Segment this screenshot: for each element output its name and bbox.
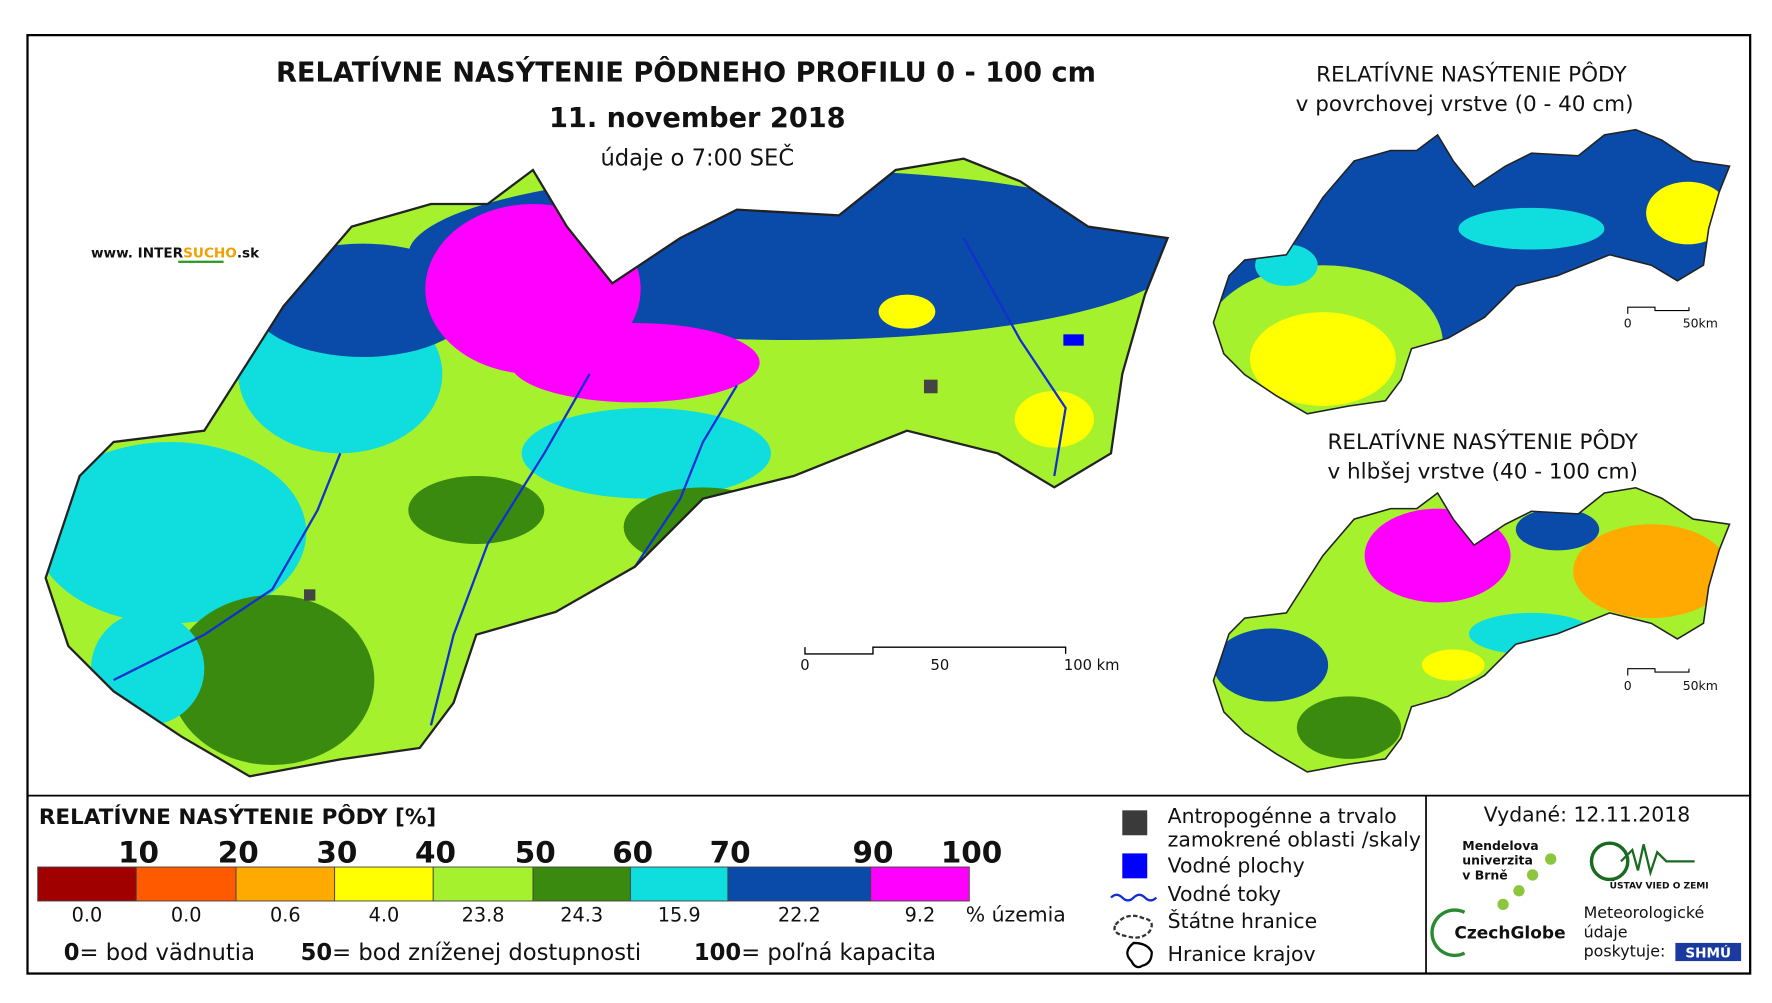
inset-scale: 0 50km	[1624, 306, 1718, 331]
layer-label: zamokrené oblasti /skaly	[1168, 828, 1421, 852]
layer-label: Štátne hranice	[1168, 908, 1318, 933]
logo-text: Meteorologické	[1584, 903, 1705, 922]
swatch-region-border	[1126, 941, 1153, 969]
swatch-anthropogenic	[1122, 810, 1148, 836]
scale-label: 100 km	[1064, 657, 1120, 674]
time-note: údaje o 7:00 SEČ	[600, 143, 794, 171]
layer-label: Hranice krajov	[1168, 942, 1316, 966]
legend-swatch	[334, 866, 434, 902]
legend-share: 22.2	[778, 903, 821, 926]
legend-swatch	[532, 866, 631, 902]
main-scale: 0 50 100 km	[800, 646, 1120, 674]
legend-swatch	[870, 866, 970, 902]
note-value: 0	[64, 940, 80, 966]
legend-break: 100	[941, 835, 1002, 869]
inset-title: v povrchovej vrstve (0 - 40 cm)	[1296, 92, 1634, 117]
note-value: 50	[301, 940, 333, 966]
note-text: = poľná kapacita	[741, 940, 936, 966]
swatch-state-border	[1113, 914, 1153, 939]
legend-break: 30	[316, 835, 357, 869]
logo-text: SHMÚ	[1685, 944, 1731, 962]
scale-label: 0	[1624, 316, 1632, 331]
note-text: = bod zníženej dostupnosti	[332, 940, 641, 966]
legend-share: 24.3	[560, 903, 603, 926]
scale-label: 50	[930, 657, 949, 674]
inset-title: v hlbšej vrstve (40 - 100 cm)	[1327, 459, 1637, 484]
scale-label: 0	[1624, 678, 1632, 693]
legend-swatch	[629, 866, 729, 902]
note-value: 100	[694, 940, 741, 966]
legend-break: 10	[118, 835, 159, 869]
date: 11. november 2018	[549, 103, 846, 134]
legend-share: 0.0	[72, 903, 103, 926]
legend-share: 4.0	[369, 903, 400, 926]
scale-label: 0	[800, 657, 809, 674]
scale-label: 50km	[1683, 678, 1718, 693]
inset-title: RELATÍVNE NASÝTENIE PÔDY	[1327, 429, 1638, 455]
legend-swatch	[37, 866, 137, 902]
website-part: .sk	[237, 245, 260, 261]
legend: RELATÍVNE NASÝTENIE PÔDY [%] % územia 0.…	[37, 804, 1066, 966]
logo-text: CzechGlobe	[1454, 923, 1565, 943]
layer-label: Vodné toky	[1168, 882, 1281, 906]
legend-note: 0= bod vädnutia	[64, 940, 255, 966]
logo-text: Mendelova	[1462, 838, 1538, 853]
legend-share: 9.2	[905, 903, 936, 926]
legend-share: 0.0	[171, 903, 202, 926]
website: www. INTERSUCHO.sk	[91, 245, 260, 261]
scale-label: 50km	[1683, 316, 1718, 331]
layer-label: Antropogénne a trvalo	[1168, 804, 1397, 828]
website-underline	[178, 260, 224, 263]
legend-title: RELATÍVNE NASÝTENIE PÔDY [%]	[39, 804, 436, 830]
legend-break: 50	[515, 835, 556, 869]
logos: Mendelova univerzita v Brně CzechGlobe Ú…	[1430, 838, 1742, 962]
logo-text: poskytuje:	[1584, 942, 1666, 961]
share-unit: % územia	[966, 902, 1066, 926]
issued: Vydané: 12.11.2018	[1484, 803, 1690, 827]
logo-text: údaje	[1584, 922, 1628, 941]
legend-swatch	[432, 866, 534, 902]
legend-share: 0.6	[270, 903, 301, 926]
website-part: www. INTER	[91, 245, 184, 261]
legend-break: 40	[415, 835, 456, 869]
note-text: = bod vädnutia	[80, 940, 255, 966]
legend-swatch	[135, 866, 237, 902]
title: RELATÍVNE NASÝTENIE PÔDNEHO PROFILU 0 - …	[276, 57, 1096, 89]
legend-break: 70	[710, 835, 751, 869]
logo-text: ÚSTAV VIED O ZEMI	[1610, 880, 1709, 892]
legend-share: 15.9	[658, 903, 701, 926]
legend-note: 50= bod zníženej dostupnosti	[301, 940, 642, 966]
legend-swatch	[727, 866, 872, 902]
logo-text: v Brně	[1462, 867, 1507, 882]
inset-title: RELATÍVNE NASÝTENIE PÔDY	[1316, 62, 1627, 88]
layer-label: Vodné plochy	[1168, 854, 1305, 878]
logo-text: univerzita	[1462, 853, 1533, 868]
legend-note: 100= poľná kapacita	[694, 940, 936, 966]
legend-break: 60	[612, 835, 653, 869]
swatch-river	[1110, 893, 1158, 902]
website-accent: SUCHO	[183, 245, 237, 261]
legend-swatch	[235, 866, 336, 902]
legend-break: 90	[852, 835, 893, 869]
legend-share: 23.8	[462, 903, 505, 926]
inset-scale: 0 50km	[1624, 668, 1718, 693]
swatch-water	[1122, 853, 1148, 879]
legend-break: 20	[218, 835, 259, 869]
